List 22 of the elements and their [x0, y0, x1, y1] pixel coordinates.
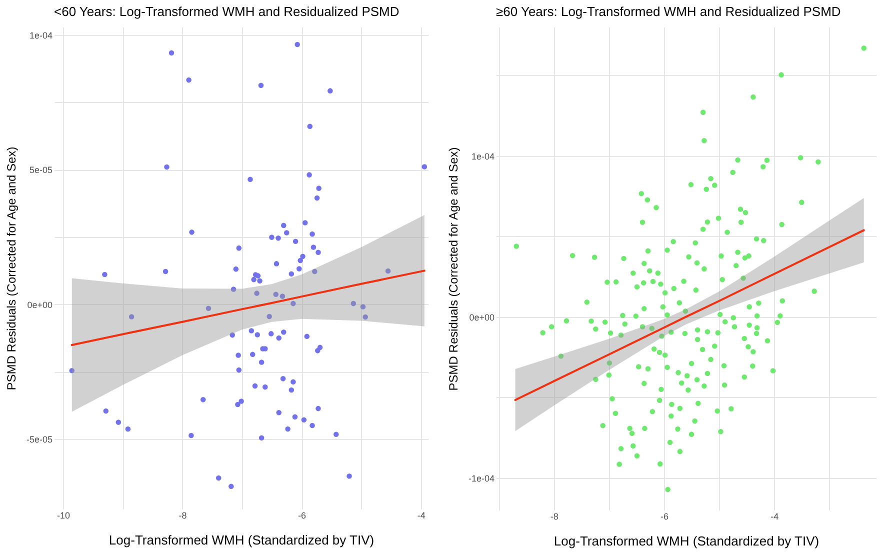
x-tick-label: -4 [770, 512, 779, 522]
y-tick-label: -1e-04 [468, 473, 494, 484]
chart-title: ≥60 Years: Log-Transformed WMH and Residualized PSMD [496, 4, 841, 19]
x-tick-label: -6 [298, 510, 306, 520]
y-tick-label: 1e-04 [471, 151, 494, 162]
y-tick-label: 1e-04 [29, 30, 52, 41]
chart-title: <60 Years: Log-Transformed WMH and Residualized PSMD [54, 4, 400, 19]
y-axis-title: PSMD Residuals (Corrected for Age and Sex) [446, 147, 460, 391]
x-tick-label: -8 [550, 512, 558, 522]
y-axis-title: PSMD Residuals (Corrected for Age and Sex) [4, 146, 18, 390]
x-axis-title: Log-Transformed WMH (Standardized by TIV) [108, 532, 374, 548]
x-tick-label: -10 [56, 510, 70, 520]
y-tick-label: -5e-05 [26, 434, 52, 444]
line-series [70, 270, 426, 346]
x-tick-label: -4 [417, 510, 426, 520]
x-tick-label: -8 [178, 510, 187, 520]
y-tick-label: 5e-05 [29, 165, 52, 176]
y-tick-label: 0e+00 [469, 312, 494, 322]
x-axis-title: Log-Transformed WMH (Standardized by TIV) [554, 534, 820, 548]
x-tick-label: -6 [660, 512, 668, 522]
y-tick-label: 0e+00 [27, 300, 52, 310]
line-series [514, 229, 865, 402]
